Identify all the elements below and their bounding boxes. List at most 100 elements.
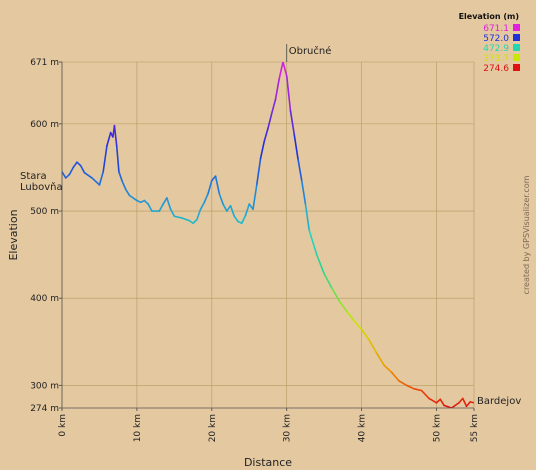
profile-point bbox=[115, 144, 118, 147]
profile-point bbox=[420, 389, 423, 392]
profile-segment bbox=[244, 203, 251, 217]
x-tick-label: 10 km bbox=[133, 414, 143, 442]
profile-point bbox=[330, 287, 333, 289]
profile-segment bbox=[124, 188, 131, 197]
profile-point bbox=[465, 405, 468, 407]
profile-point bbox=[297, 158, 299, 160]
profile-segment bbox=[173, 215, 183, 219]
profile-point bbox=[196, 219, 198, 221]
profile-point bbox=[102, 171, 104, 173]
profile-segment bbox=[420, 389, 430, 400]
profile-point bbox=[439, 398, 441, 400]
profile-point bbox=[121, 179, 123, 182]
profile-segment bbox=[461, 397, 468, 408]
profile-point bbox=[65, 177, 67, 179]
legend-title: Elevation (m) bbox=[459, 12, 519, 21]
profile-segment bbox=[338, 300, 348, 313]
profile-point bbox=[188, 219, 191, 222]
profile-point bbox=[218, 192, 221, 195]
profile-segment bbox=[196, 208, 202, 221]
profile-point bbox=[166, 197, 168, 199]
legend-value: 572.0 bbox=[483, 34, 509, 44]
profile-point bbox=[229, 205, 232, 207]
profile-segment bbox=[450, 401, 460, 408]
profile-point bbox=[383, 364, 385, 366]
legend-value: 373.7 bbox=[483, 54, 509, 64]
profile-point bbox=[124, 188, 127, 190]
elevation-profile-line bbox=[62, 62, 474, 408]
y-axis-title: Elevation bbox=[7, 209, 20, 260]
profile-point bbox=[315, 253, 318, 256]
profile-segment bbox=[263, 127, 269, 143]
profile-segment bbox=[91, 177, 101, 186]
legend-swatch bbox=[513, 54, 520, 61]
profile-point bbox=[345, 310, 348, 312]
profile-segment bbox=[121, 179, 127, 191]
grid-lines bbox=[61, 61, 475, 408]
profile-point bbox=[289, 110, 292, 112]
place-label-start: Stara bbox=[20, 171, 47, 182]
y-tick-label: 400 m bbox=[30, 294, 59, 304]
profile-segment bbox=[285, 75, 292, 112]
legend-value: 274.6 bbox=[483, 64, 509, 74]
profile-segment bbox=[278, 62, 284, 80]
profile-point bbox=[443, 404, 445, 407]
profile-point bbox=[353, 320, 355, 322]
profile-segment bbox=[304, 203, 311, 232]
profile-segment bbox=[83, 171, 93, 179]
profile-segment bbox=[218, 192, 224, 205]
profile-point bbox=[469, 401, 471, 403]
profile-segment bbox=[106, 131, 112, 147]
profile-segment bbox=[259, 140, 266, 160]
profile-point bbox=[293, 133, 295, 136]
profile-point bbox=[398, 380, 400, 382]
profile-point bbox=[169, 208, 172, 210]
profile-point bbox=[181, 217, 183, 219]
profile-segment bbox=[102, 144, 108, 173]
profile-segment bbox=[68, 166, 75, 176]
profile-segment bbox=[222, 203, 228, 212]
x-axis-title: Distance bbox=[244, 456, 292, 469]
profile-point bbox=[106, 144, 108, 147]
profile-point bbox=[68, 173, 71, 176]
profile-point bbox=[98, 184, 101, 186]
legend-swatch bbox=[513, 64, 520, 71]
profile-point bbox=[199, 208, 202, 210]
profile-point bbox=[282, 62, 284, 63]
profile-point bbox=[278, 77, 280, 80]
profile-point bbox=[222, 203, 224, 205]
profile-point bbox=[76, 161, 78, 163]
y-tick-label: 500 m bbox=[30, 207, 59, 217]
profile-segment bbox=[79, 164, 86, 174]
profile-point bbox=[237, 220, 239, 223]
profile-segment bbox=[439, 398, 445, 407]
profile-segment bbox=[240, 214, 247, 225]
y-tick-label: 600 m bbox=[30, 120, 59, 130]
profile-segment bbox=[345, 310, 355, 322]
y-tick-label: 300 m bbox=[30, 381, 59, 391]
profile-point bbox=[368, 339, 370, 341]
profile-point bbox=[143, 199, 146, 202]
profile-segment bbox=[375, 352, 385, 367]
profile-segment bbox=[270, 98, 277, 115]
profile-point bbox=[214, 175, 217, 177]
profile-segment bbox=[428, 397, 438, 404]
profile-segment bbox=[162, 197, 168, 205]
profile-point bbox=[158, 210, 161, 212]
profile-segment bbox=[255, 157, 262, 186]
axes: 0 km 10 km 20 km 30 km 40 km 50 km 55 km 671 m 6… bbox=[30, 58, 480, 442]
profile-segment bbox=[147, 203, 153, 212]
profile-point bbox=[203, 201, 206, 204]
profile-segment bbox=[98, 171, 104, 186]
profile-segment bbox=[229, 205, 236, 218]
profile-segment bbox=[297, 157, 303, 182]
profile-segment bbox=[315, 253, 325, 275]
x-tick-label: 55 km bbox=[470, 414, 480, 442]
legend-swatch bbox=[513, 44, 520, 51]
profile-segment bbox=[323, 272, 333, 289]
profile-segment bbox=[383, 364, 393, 374]
profile-segment bbox=[115, 144, 120, 173]
profile-segment bbox=[443, 404, 453, 408]
